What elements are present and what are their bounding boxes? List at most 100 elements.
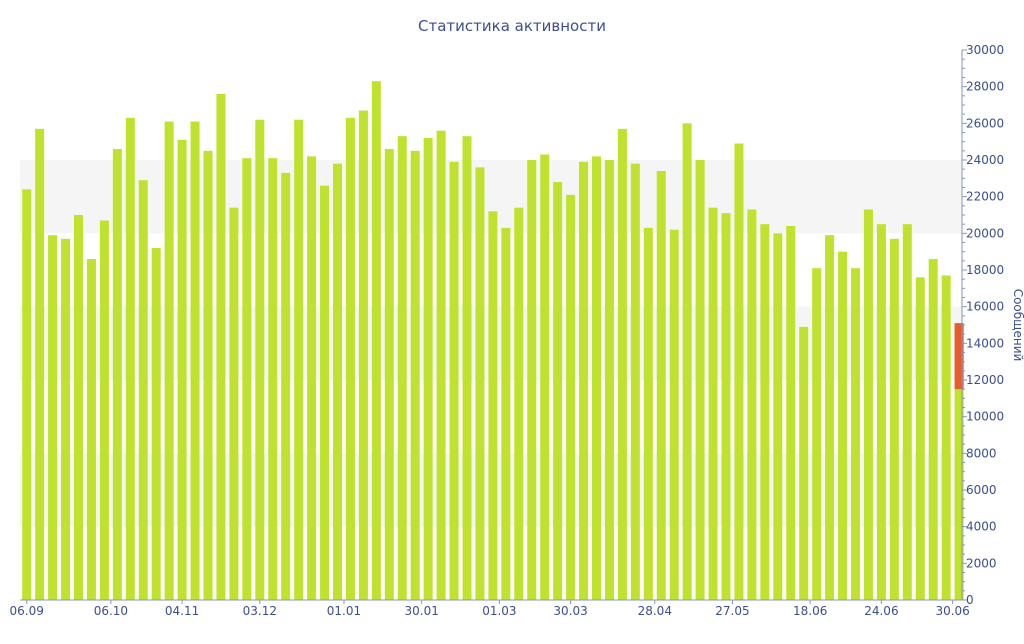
y-tick-label: 30000 <box>966 43 1004 57</box>
y-tick-label: 12000 <box>966 373 1004 387</box>
bar <box>333 163 342 601</box>
bar <box>177 139 187 600</box>
bar <box>540 154 550 600</box>
bar <box>902 224 912 601</box>
x-tick-label: 18.06 <box>793 604 827 618</box>
bar <box>876 224 886 601</box>
bar <box>643 227 653 600</box>
y-tick-label: 6000 <box>966 483 997 497</box>
bar <box>74 215 83 600</box>
bar <box>190 121 200 600</box>
bar <box>889 238 899 600</box>
bar <box>514 207 524 601</box>
x-tick-label: 03.12 <box>243 604 277 618</box>
bar <box>604 160 614 600</box>
bar <box>695 160 705 600</box>
bar <box>592 156 601 600</box>
bar <box>371 81 381 601</box>
bar <box>488 211 498 600</box>
bar <box>35 128 45 600</box>
axes: 0 2000 4000 6000 8000 10000 12000 14000 16000 180… <box>10 43 1005 618</box>
bar <box>708 207 718 601</box>
bar <box>747 209 757 600</box>
bar <box>553 182 563 600</box>
x-tick-label: 30.03 <box>553 604 587 618</box>
bar <box>86 259 96 600</box>
bar <box>358 110 368 600</box>
x-tick-label: 30.06 <box>935 604 969 618</box>
x-tick-label: 01.03 <box>482 604 516 618</box>
bar <box>760 224 770 601</box>
bar-series <box>22 81 964 601</box>
bar <box>941 275 951 600</box>
bar <box>682 123 692 600</box>
x-tick-label: 28.04 <box>638 604 672 618</box>
bar <box>954 323 964 600</box>
bar <box>320 185 330 601</box>
bar <box>242 158 252 601</box>
bar <box>268 158 278 601</box>
bar <box>669 229 679 601</box>
x-tick-label: 24.06 <box>864 604 898 618</box>
bar <box>281 172 291 600</box>
y-tick-label: 8000 <box>966 446 997 460</box>
y-tick-label: 0 <box>966 593 974 607</box>
bar <box>203 150 213 600</box>
bar <box>216 94 226 600</box>
y-tick-label: 20000 <box>966 226 1004 240</box>
x-tick-label: 06.10 <box>94 604 128 618</box>
bar <box>423 138 433 600</box>
bar <box>255 119 265 601</box>
y-tick-label: 24000 <box>966 153 1004 167</box>
bar <box>125 117 135 600</box>
bar <box>566 194 576 600</box>
y-tick-label: 10000 <box>966 410 1004 424</box>
x-tick-label: 04.11 <box>165 604 199 618</box>
bar <box>501 227 511 600</box>
bar <box>99 220 109 600</box>
bar <box>475 167 485 600</box>
y-tick-label: 18000 <box>966 263 1004 277</box>
bar <box>307 156 317 600</box>
y-tick-label: 14000 <box>966 336 1004 350</box>
bar <box>799 326 809 600</box>
bar <box>928 259 938 600</box>
bar <box>410 150 420 600</box>
bar <box>656 171 666 600</box>
bar-highlight <box>954 323 964 390</box>
bar <box>773 233 783 600</box>
bar <box>294 119 304 601</box>
bar <box>630 163 640 601</box>
bar <box>164 121 174 600</box>
bar <box>462 136 472 601</box>
bar <box>397 136 407 601</box>
bar <box>863 209 873 600</box>
bar <box>527 160 537 600</box>
bar <box>449 161 459 600</box>
y-tick-label: 22000 <box>966 190 1004 204</box>
bar <box>229 207 239 601</box>
y-tick-label: 26000 <box>966 116 1004 130</box>
bar <box>345 117 355 600</box>
bar <box>384 149 394 600</box>
x-tick-label: 27.05 <box>715 604 749 618</box>
bar <box>825 235 835 601</box>
bar <box>61 238 71 600</box>
bar <box>22 189 32 600</box>
bar <box>138 180 148 601</box>
y-tick-label: 4000 <box>966 520 997 534</box>
bar <box>617 128 627 600</box>
bar <box>721 213 731 601</box>
y-tick-label: 2000 <box>966 556 997 570</box>
bar <box>734 143 744 600</box>
x-tick-label: 30.01 <box>404 604 438 618</box>
bar <box>436 130 446 601</box>
bar <box>851 268 860 600</box>
x-tick-label: 01.01 <box>327 604 361 618</box>
bar <box>786 226 796 600</box>
y-tick-label: 16000 <box>966 300 1004 314</box>
x-tick-label: 06.09 <box>10 604 44 618</box>
chart-title: Статистика активности <box>418 17 606 35</box>
